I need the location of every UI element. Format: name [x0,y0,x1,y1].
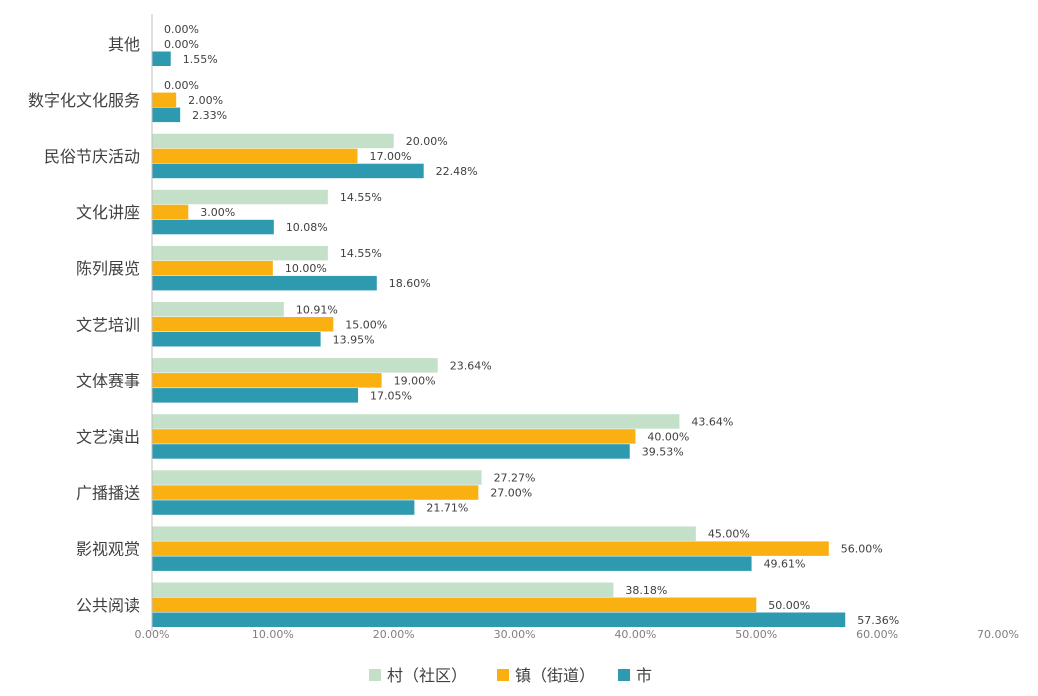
bar-series-2 [152,612,846,627]
value-label: 21.71% [426,502,468,515]
bar-series-0 [152,526,696,541]
bar-series-1 [152,317,334,332]
category-label: 影视观赏 [76,540,140,559]
bar-series-2 [152,163,424,179]
bar-series-1 [152,429,636,444]
x-tick-label: 0.00% [135,628,170,641]
bar-series-2 [152,556,752,571]
value-label: 27.27% [494,472,536,485]
value-label: 14.55% [340,247,382,260]
value-label: 3.00% [200,206,235,219]
x-tick-label: 10.00% [252,628,294,641]
value-label: 2.00% [188,94,223,107]
x-tick-label: 20.00% [373,628,415,641]
bar-series-1 [152,541,829,556]
value-label: 27.00% [490,487,532,500]
value-label: 15.00% [345,318,387,331]
value-label: 23.64% [450,359,492,372]
category-label: 文艺培训 [76,315,140,334]
value-label: 14.55% [340,191,382,204]
category-label: 其他 [108,35,140,54]
value-label: 45.00% [708,528,750,541]
bar-series-1 [152,597,757,612]
category-label: 公共阅读 [76,596,140,615]
bar-series-2 [152,107,181,123]
bar-series-2 [152,500,415,515]
bar-series-1 [152,260,273,276]
value-label: 17.00% [369,150,411,163]
category-label: 文艺演出 [76,427,140,446]
bar-series-1 [152,485,479,500]
bar-series-2 [152,444,630,459]
legend-swatch [618,669,630,681]
value-label: 1.55% [183,53,218,66]
value-label: 50.00% [768,599,810,612]
legend-label: 市 [636,666,652,685]
category-label: 文体赛事 [76,371,140,390]
value-label: 20.00% [406,135,448,148]
value-labels-layer: 0.00% 0.00% 1.55% 0.00% 2.00% 2.33% 20.00% 17.0… [164,23,899,627]
category-label: 民俗节庆活动 [44,147,140,166]
x-tick-label: 50.00% [735,628,777,641]
bar-series-0 [152,189,328,205]
value-label: 13.95% [333,333,375,346]
x-tick-label: 70.00% [977,628,1019,641]
value-label: 10.08% [286,221,328,234]
bar-series-1 [152,148,358,164]
category-label: 数字化文化服务 [28,91,140,110]
value-label: 19.00% [394,374,436,387]
bar-series-0 [152,245,328,261]
bar-series-0 [152,470,482,485]
value-label: 57.36% [857,614,899,627]
bars-layer [152,51,846,627]
category-labels-layer: 其他数字化文化服务民俗节庆活动文化讲座陈列展览文艺培训文体赛事文艺演出广播播送影… [28,35,140,615]
bar-series-2 [152,388,359,403]
bar-series-2 [152,51,171,66]
bar-series-1 [152,373,382,388]
legend-label: 村（社区） [387,666,467,685]
x-axis-ticks: 0.00% 10.00% 20.00% 30.00% 40.00% 50.00% 60.00… [135,628,1019,641]
value-label: 10.91% [296,303,338,316]
value-label: 49.61% [764,558,806,571]
value-label: 38.18% [625,584,667,597]
category-label: 广播播送 [76,484,140,503]
bar-series-0 [152,133,394,149]
bar-series-1 [152,204,189,220]
value-label: 22.48% [436,165,478,178]
value-label: 56.00% [841,543,883,556]
value-label: 39.53% [642,445,684,458]
value-label: 40.00% [647,430,689,443]
value-label: 43.64% [691,415,733,428]
bar-series-0 [152,358,438,373]
bar-series-1 [152,92,177,108]
bar-series-0 [152,582,614,597]
bar-series-2 [152,219,274,235]
bar-series-0 [152,414,680,429]
bar-series-2 [152,332,321,347]
legend: 村（社区） 镇（街道） 市 [369,666,652,685]
category-label: 陈列展览 [76,259,140,278]
bar-series-2 [152,275,377,291]
x-tick-label: 40.00% [614,628,656,641]
category-label: 文化讲座 [76,203,140,222]
value-label: 2.33% [192,109,227,122]
value-label: 17.05% [370,389,412,402]
x-tick-label: 30.00% [494,628,536,641]
legend-swatch [497,669,509,681]
legend-label: 镇（街道） [515,666,595,685]
legend-swatch [369,669,381,681]
x-tick-label: 60.00% [856,628,898,641]
bar-series-0 [152,302,284,317]
value-label: 0.00% [164,79,199,92]
value-label: 10.00% [285,262,327,275]
value-label: 0.00% [164,38,199,51]
value-label: 18.60% [389,277,431,290]
value-label: 0.00% [164,23,199,36]
